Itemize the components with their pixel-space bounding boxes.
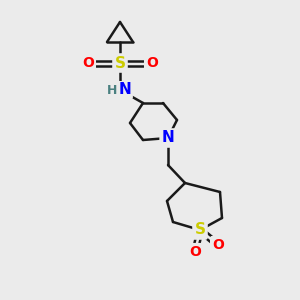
Text: O: O	[212, 238, 224, 252]
Text: N: N	[118, 82, 131, 98]
Text: O: O	[189, 245, 201, 259]
Text: S: S	[115, 56, 125, 70]
Text: O: O	[82, 56, 94, 70]
Text: H: H	[107, 83, 117, 97]
Text: O: O	[146, 56, 158, 70]
Text: N: N	[162, 130, 174, 146]
Text: S: S	[194, 223, 206, 238]
